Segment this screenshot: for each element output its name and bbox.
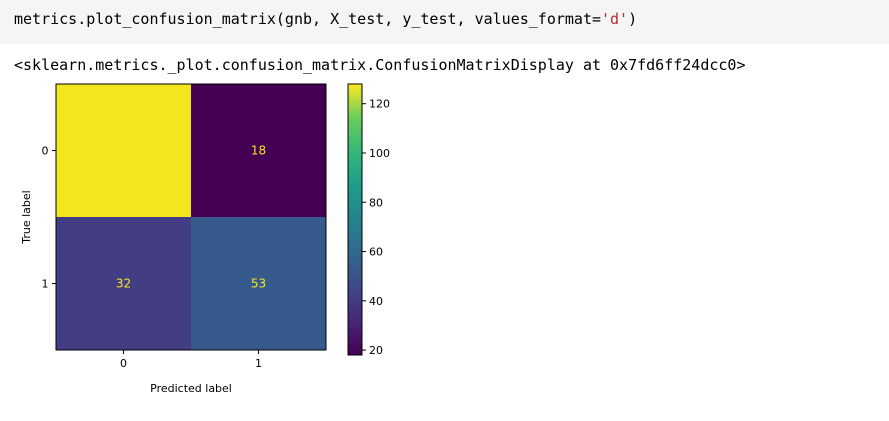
x-tick-label: 1 [255,357,262,370]
code-line[interactable]: metrics.plot_confusion_matrix(gnb, X_tes… [14,10,637,28]
code-cell[interactable]: metrics.plot_confusion_matrix(gnb, X_tes… [0,0,889,44]
matrix-cell [191,84,326,217]
colorbar-tick-label: 40 [369,295,383,308]
cell-value: 53 [251,277,266,291]
colorbar-tick-label: 20 [369,344,383,357]
colorbar-tick-label: 100 [369,147,390,160]
heatmap-plot: 128 18 32 53 0 1 0 1 Predicted label True label [20,83,327,395]
y-axis-label: True label [20,190,33,244]
y-tick-label: 0 [42,145,49,158]
cell-value: 128 [112,144,135,158]
x-tick-label: 0 [120,357,127,370]
plot-frame [55,83,327,351]
colorbar: 20 40 60 80 100 120 [347,83,390,357]
matrix-cell [191,217,326,350]
y-tick-label: 1 [42,278,49,291]
matrix-cell [56,217,191,350]
cell-value: 18 [251,144,266,158]
colorbar-tick-label: 60 [369,246,383,259]
x-axis-label: Predicted label [150,382,232,395]
colorbar-tick-label: 120 [369,98,390,111]
code-prefix: metrics.plot_confusion_matrix(gnb, X_tes… [14,10,601,28]
code-string-literal: 'd' [601,10,629,28]
output-repr: <sklearn.metrics._plot.confusion_matrix.… [14,56,746,74]
colorbar-gradient [347,83,363,356]
colorbar-tick-label: 80 [369,196,383,209]
code-suffix: ) [628,10,638,28]
cell-value: 32 [116,277,131,291]
matrix-cell [56,84,191,217]
